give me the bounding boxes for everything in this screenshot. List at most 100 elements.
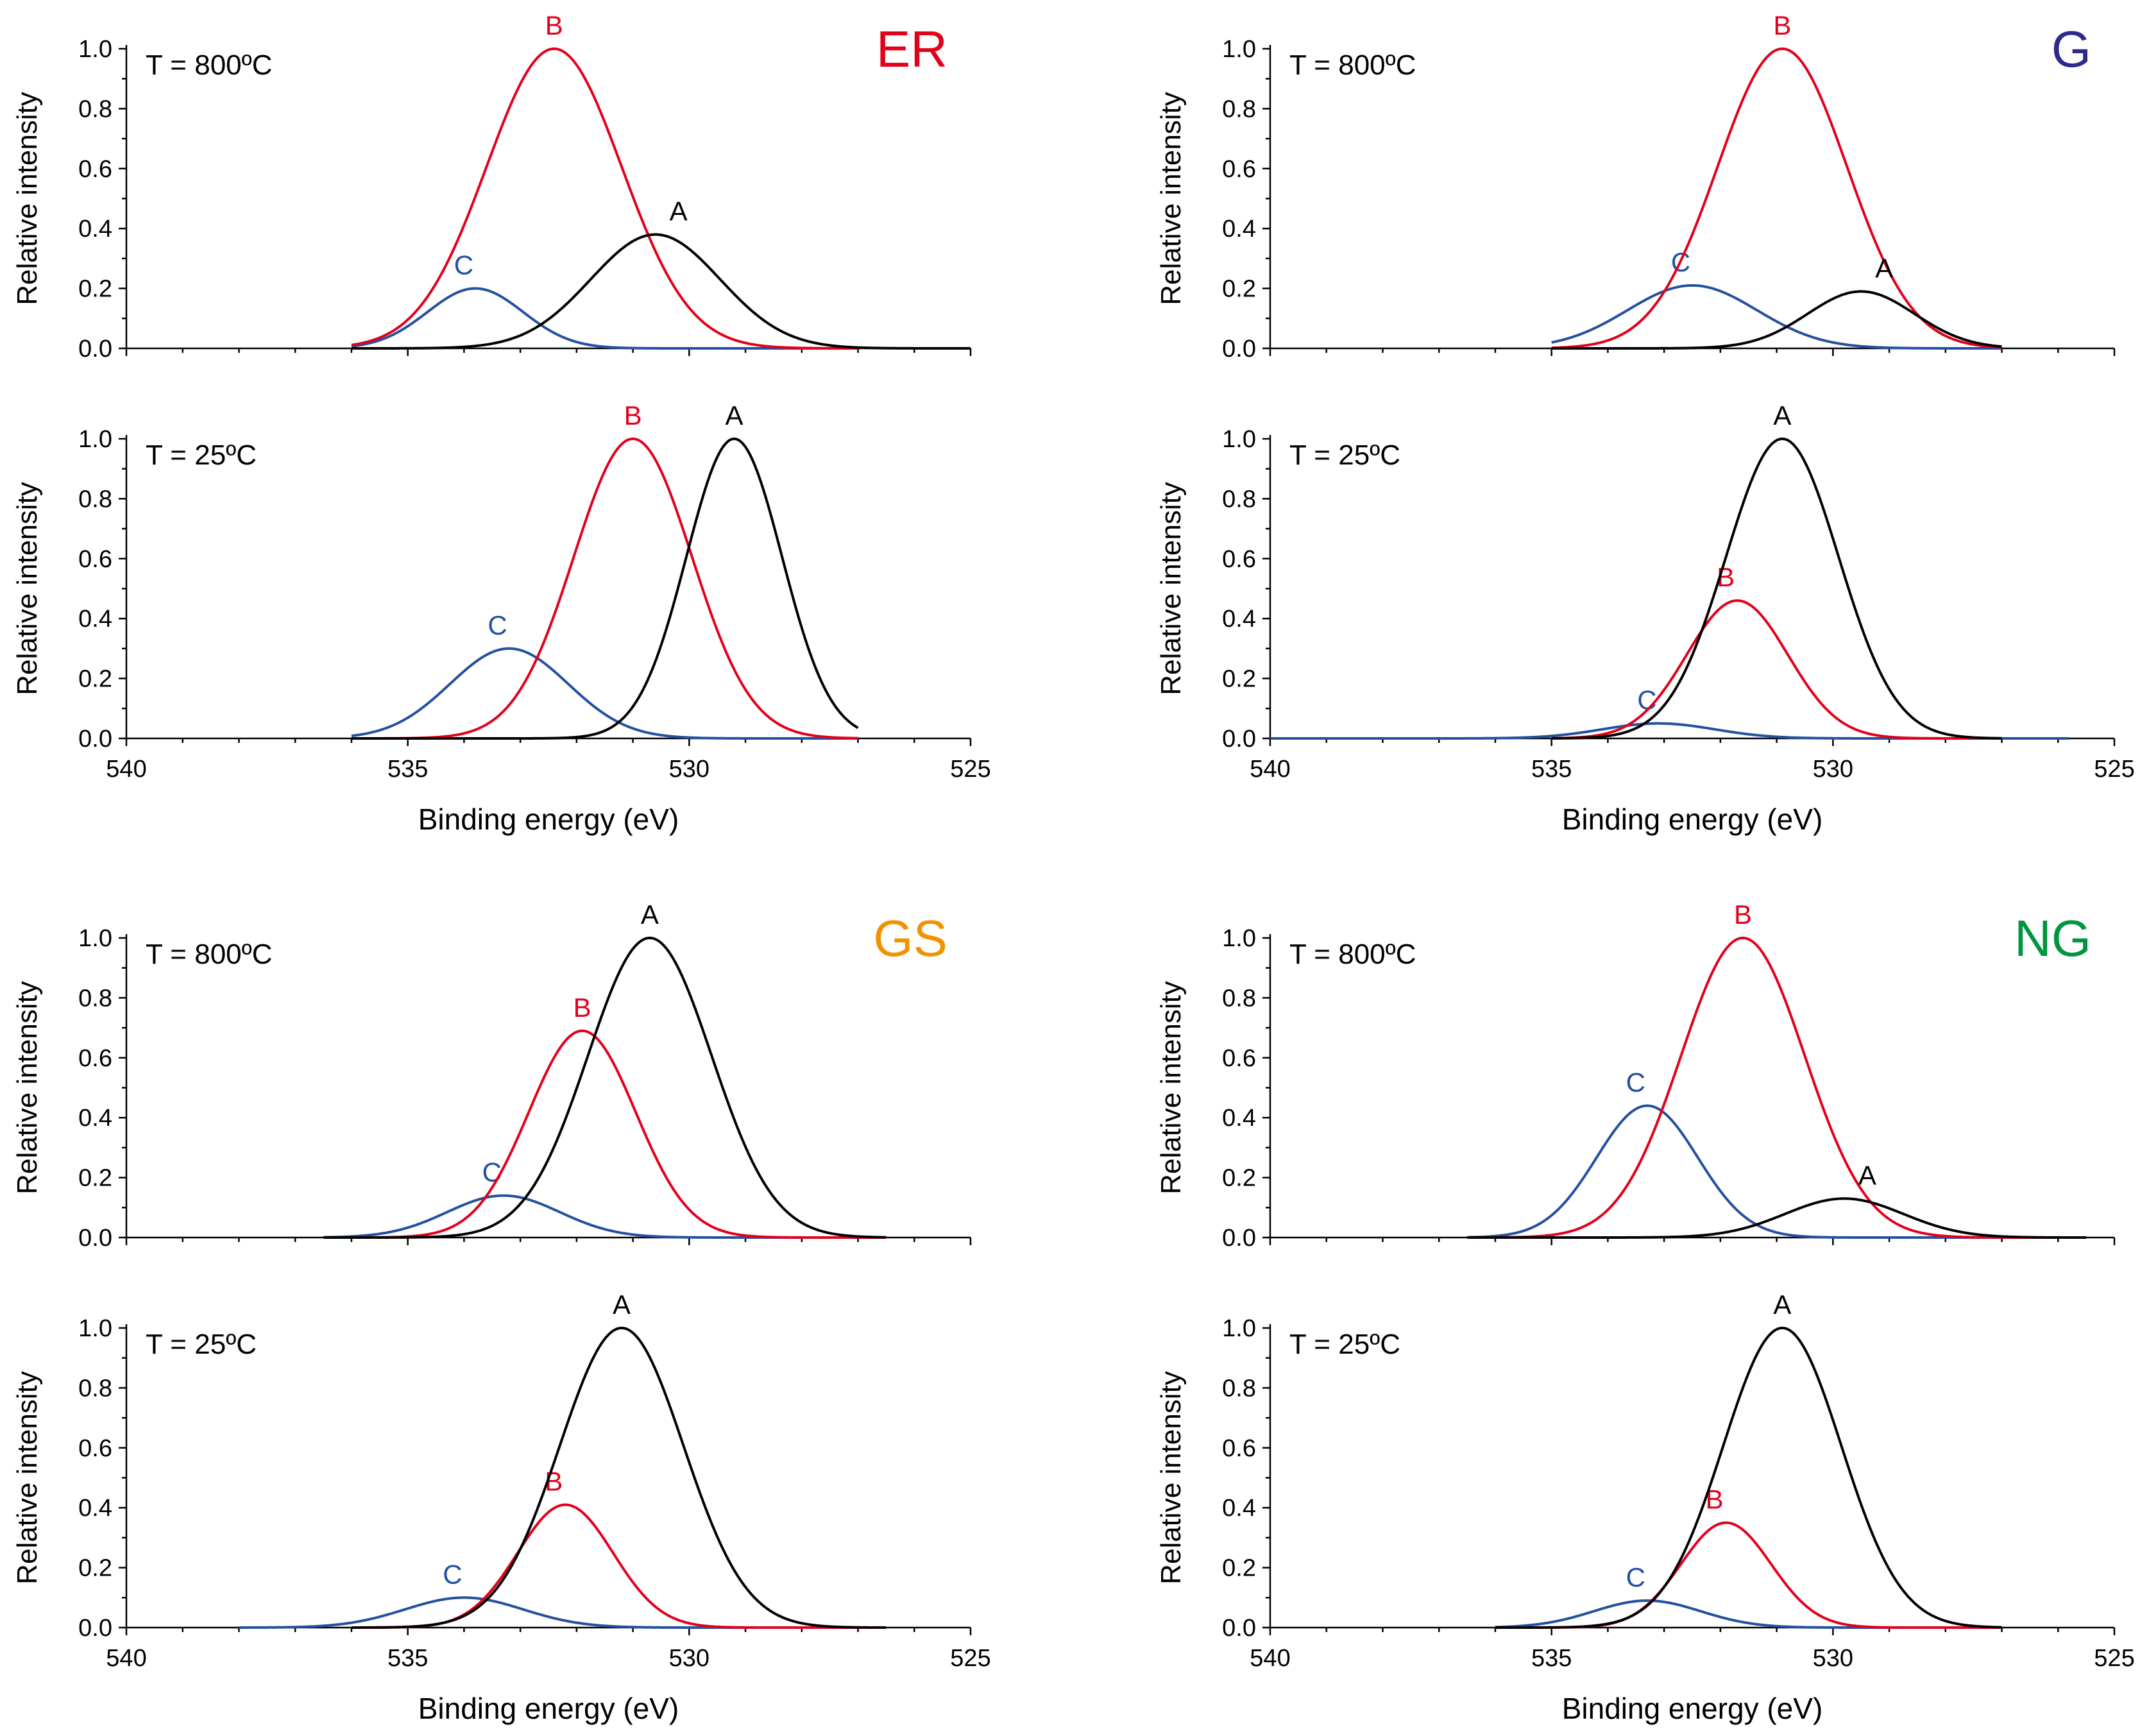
x-tick-label: 525 — [2094, 1645, 2134, 1672]
y-tick-label: 0.0 — [78, 1615, 112, 1642]
y-tick-label: 0.6 — [78, 156, 112, 183]
peak-label-A: A — [1858, 1160, 1876, 1190]
temperature-label: T = 25ºC — [1289, 1329, 1400, 1360]
peak-label-C: C — [482, 1157, 502, 1187]
peak-label-A: A — [1773, 400, 1791, 430]
y-tick-label: 0.6 — [78, 1435, 112, 1462]
y-tick-label: 1.0 — [1222, 1315, 1256, 1342]
panel-G-25C: 0.0 0.2 0.4 0.6 0.8 1.0 540 535 530 525 Relative i… — [1155, 400, 2135, 836]
x-tick-label: 525 — [2094, 756, 2134, 783]
y-tick-label: 1.0 — [1222, 426, 1256, 453]
y-tick-label: 0.6 — [1222, 1435, 1256, 1462]
y-tick-label: 0.8 — [1222, 985, 1256, 1012]
y-tick-label: 0.0 — [1222, 336, 1256, 362]
temperature-label: T = 25ºC — [1289, 439, 1400, 471]
temperature-label: T = 800ºC — [1289, 939, 1416, 970]
y-tick-label: 1.0 — [78, 1315, 112, 1342]
y-tick-label: 0.4 — [78, 216, 112, 243]
y-tick-label: 0.4 — [1222, 1495, 1256, 1522]
peak-label-C: C — [454, 250, 473, 280]
temperature-label: T = 800ºC — [1289, 49, 1416, 81]
x-tick-label: 535 — [1531, 1645, 1572, 1672]
temperature-label: T = 800ºC — [146, 939, 272, 970]
peak-curve-A — [351, 233, 971, 350]
peak-label-B: B — [624, 400, 642, 430]
peak-curve-B — [1551, 47, 2002, 350]
x-tick-label: 535 — [387, 756, 428, 783]
sample-label-GS: GS — [873, 910, 947, 967]
y-tick-label: 0.4 — [1222, 606, 1256, 633]
x-tick-label: 530 — [669, 756, 709, 783]
peak-curve-B — [351, 438, 858, 740]
y-tick-label: 0.2 — [78, 276, 112, 303]
y-tick-label: 0.4 — [1222, 1105, 1256, 1132]
x-tick-label: 540 — [106, 756, 146, 783]
y-tick-label: 0.4 — [78, 606, 112, 633]
y-tick-label: 0.6 — [1222, 156, 1256, 183]
peak-curve-C — [1551, 284, 2002, 350]
x-tick-label: 540 — [106, 1645, 146, 1672]
y-tick-label: 0.8 — [78, 1375, 112, 1402]
y-tick-label: 1.0 — [1222, 925, 1256, 952]
y-tick-label: 0.0 — [78, 726, 112, 753]
y-axis-label: Relative intensity — [12, 92, 43, 305]
peak-label-B: B — [1773, 10, 1791, 40]
peak-label-A: A — [670, 196, 688, 226]
peak-curve-C — [1270, 722, 2069, 740]
panel-GS-800C: 0.0 0.2 0.4 0.6 0.8 1.0 Relative intensity T = … — [12, 899, 972, 1252]
peak-curve-C — [351, 287, 858, 350]
x-tick-label: 530 — [1813, 756, 1853, 783]
y-tick-label: 0.2 — [1222, 1165, 1256, 1192]
peak-curve-A — [351, 438, 859, 740]
y-tick-label: 1.0 — [1222, 36, 1256, 63]
y-tick-label: 0.0 — [78, 336, 112, 362]
y-tick-label: 0.0 — [78, 1225, 112, 1252]
panel-NG-800C: 0.0 0.2 0.4 0.6 0.8 1.0 Relative intensity T = … — [1155, 899, 2116, 1252]
y-tick-label: 0.2 — [78, 666, 112, 693]
x-tick-label: 540 — [1250, 756, 1290, 783]
x-tick-label: 535 — [1531, 756, 1572, 783]
peak-label-A: A — [641, 899, 659, 930]
y-tick-label: 0.0 — [1222, 1225, 1256, 1252]
y-tick-label: 0.2 — [78, 1555, 112, 1582]
y-tick-label: 0.8 — [1222, 486, 1256, 513]
x-tick-label: 535 — [387, 1645, 428, 1672]
peak-curve-A — [1551, 438, 2002, 740]
temperature-label: T = 800ºC — [146, 49, 272, 81]
y-axis-label: Relative intensity — [1155, 981, 1187, 1195]
y-tick-label: 1.0 — [78, 925, 112, 952]
peak-label-C: C — [1626, 1562, 1645, 1592]
y-tick-label: 0.8 — [1222, 96, 1256, 123]
peak-curve-A — [351, 1327, 887, 1629]
y-tick-label: 0.4 — [78, 1105, 112, 1132]
peak-label-A: A — [1875, 253, 1893, 283]
peak-label-C: C — [488, 610, 507, 640]
x-axis-label: Binding energy (eV) — [1562, 803, 1823, 836]
peak-label-A: A — [613, 1289, 631, 1320]
y-tick-label: 0.4 — [78, 1495, 112, 1522]
panel-GS-25C: 0.0 0.2 0.4 0.6 0.8 1.0 540 535 530 525 Relative i… — [12, 1289, 991, 1725]
peak-curve-B — [351, 47, 858, 350]
temperature-label: T = 25ºC — [146, 439, 257, 471]
y-tick-label: 0.8 — [78, 96, 112, 123]
peak-curve-B — [1467, 937, 2087, 1239]
peak-curve-B — [323, 1029, 887, 1239]
peak-curve-A — [1495, 1327, 2002, 1629]
y-tick-label: 1.0 — [78, 36, 112, 63]
temperature-label: T = 25ºC — [146, 1329, 257, 1360]
peak-label-A: A — [726, 400, 743, 430]
y-tick-label: 0.2 — [1222, 276, 1256, 303]
y-axis-label: Relative intensity — [12, 1371, 43, 1585]
peak-curve-B — [351, 1503, 887, 1629]
peak-label-C: C — [443, 1559, 462, 1589]
peak-label-C: C — [1626, 1068, 1645, 1098]
peak-curve-B — [1551, 599, 2002, 740]
x-axis-label: Binding energy (eV) — [418, 803, 679, 836]
y-tick-label: 0.6 — [1222, 546, 1256, 573]
sample-label-ER: ER — [876, 21, 947, 78]
x-tick-label: 525 — [950, 1645, 990, 1672]
y-axis-label: Relative intensity — [12, 981, 43, 1195]
peak-label-B: B — [1734, 899, 1752, 930]
peak-curve-A — [1551, 290, 2002, 350]
peak-curve-C — [323, 1194, 887, 1239]
